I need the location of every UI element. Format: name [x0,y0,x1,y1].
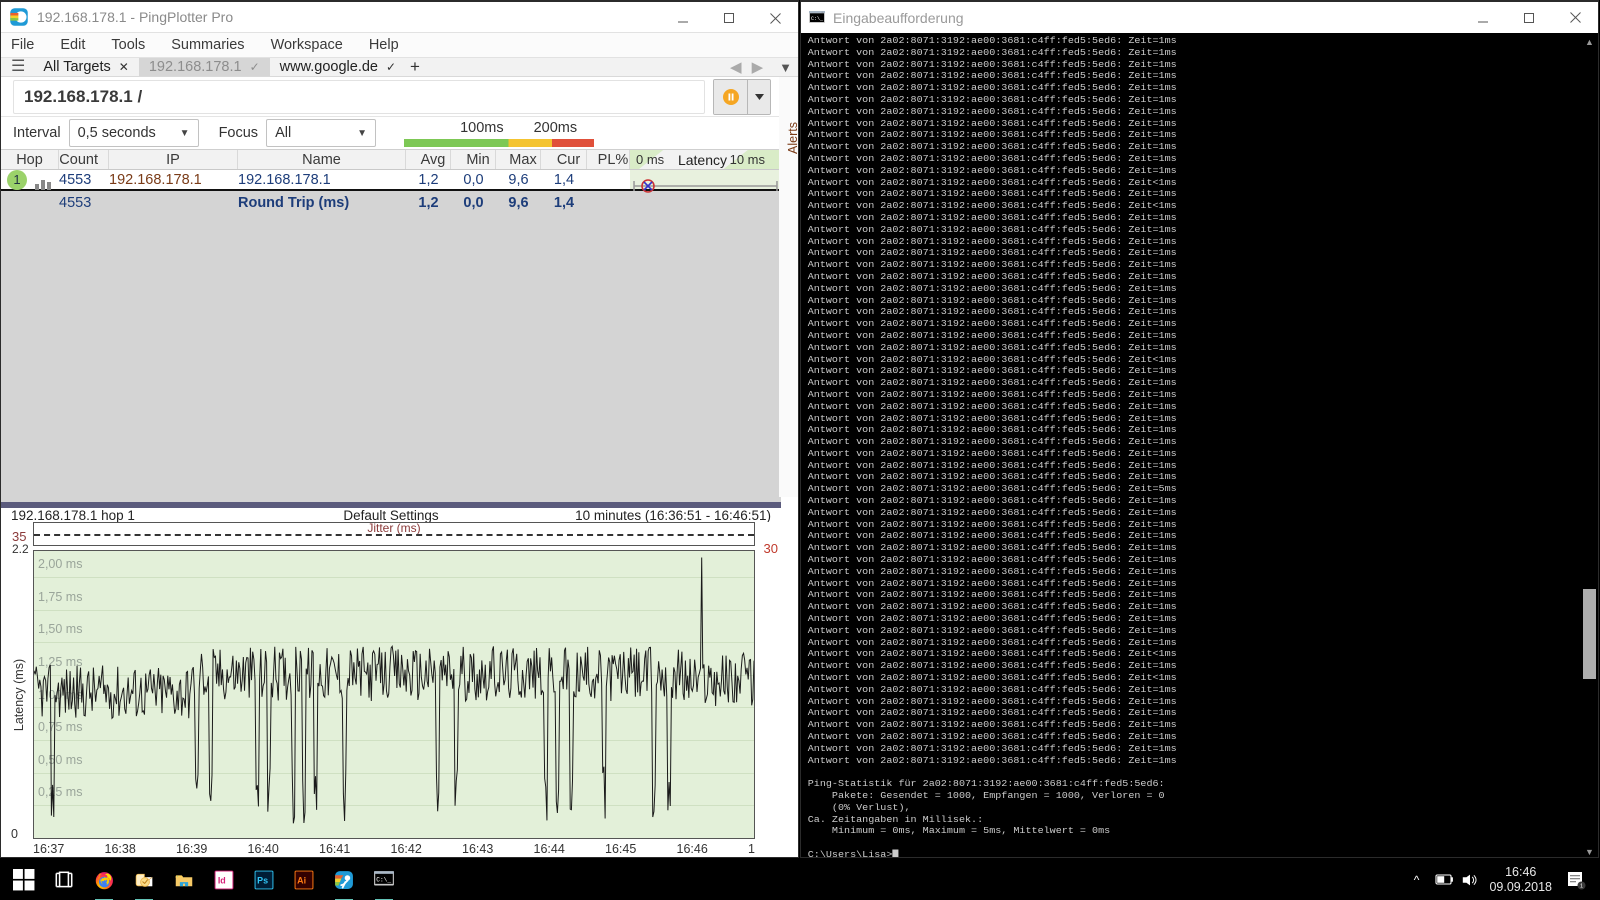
svg-text:Ai: Ai [297,875,306,885]
svg-text:Id: Id [218,875,226,885]
svg-text:C:\_: C:\_ [811,16,824,22]
svg-text:1: 1 [1580,883,1583,889]
svg-text:C:\_: C:\_ [376,876,391,883]
svg-text:Ps: Ps [257,875,268,885]
